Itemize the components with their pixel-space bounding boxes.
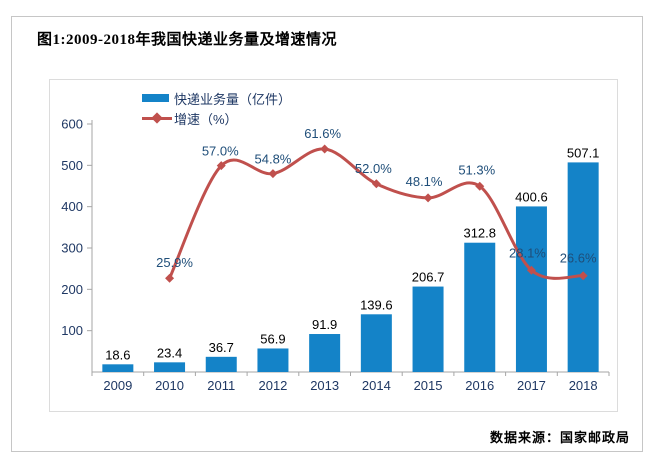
growth-value-label-2015: 48.1%	[406, 174, 443, 189]
growth-marker-2014	[371, 179, 381, 189]
bar-2014	[360, 314, 392, 372]
growth-value-label-2010: 25.9%	[156, 255, 193, 270]
growth-marker-2017	[526, 265, 536, 275]
y-tick-label: 600	[61, 117, 83, 132]
chart-panel: 图1:2009-2018年我国快递业务量及增速情况 100 200 300 400 50…	[11, 16, 643, 452]
growth-value-label-2012: 54.8%	[255, 152, 292, 167]
growth-marker-2018	[578, 271, 588, 281]
chart-legend: 快递业务量（亿件） 增速（%）	[142, 90, 292, 127]
growth-value-label-2014: 52.0%	[355, 161, 392, 176]
bar-value-label-2014: 139.6	[360, 297, 393, 312]
bar-value-label-2010: 23.4	[157, 345, 182, 360]
growth-marker-2010	[165, 273, 175, 283]
y-tick-label: 200	[61, 282, 83, 297]
growth-marker-2011	[216, 161, 226, 171]
diamond-marker-icon	[151, 112, 163, 124]
x-tick-label-2009: 2009	[103, 378, 132, 393]
data-source-note: 数据来源：国家邮政局	[489, 430, 630, 445]
bar-2016	[464, 242, 496, 372]
x-tick-label-2017: 2017	[517, 378, 546, 393]
bar-2017	[515, 206, 547, 372]
growth-marker-2016	[475, 181, 485, 191]
bar-value-label-2012: 56.9	[260, 331, 285, 346]
bar-value-label-2009: 18.6	[105, 347, 130, 362]
y-tick-label: 300	[61, 241, 83, 256]
y-tick-label: 500	[61, 158, 83, 173]
legend-item-growth: 增速（%）	[142, 110, 291, 127]
bar-2010	[154, 362, 186, 372]
bar-2011	[205, 356, 237, 372]
legend-label-volume: 快递业务量（亿件）	[174, 91, 292, 107]
x-tick-label-2015: 2015	[414, 378, 443, 393]
growth-value-label-2016: 51.3%	[458, 162, 495, 177]
growth-value-label-2018: 26.6%	[560, 251, 597, 266]
bar-value-label-2011: 36.7	[209, 340, 234, 355]
x-tick-label-2016: 2016	[465, 378, 494, 393]
bar-2009	[102, 364, 134, 372]
growth-value-label-2011: 57.0%	[202, 144, 239, 159]
bar-2015	[412, 286, 444, 372]
growth-marker-2012	[268, 169, 278, 179]
bar-series-swatch-icon	[142, 94, 169, 102]
bar-2012	[257, 348, 289, 372]
x-tick-label-2010: 2010	[155, 378, 184, 393]
x-tick-label-2018: 2018	[569, 378, 598, 393]
y-tick-label: 100	[61, 323, 83, 338]
growth-value-label-2017: 28.1%	[509, 245, 546, 260]
y-tick-label: 400	[61, 199, 83, 214]
x-tick-label-2012: 2012	[258, 378, 287, 393]
growth-marker-2015	[423, 193, 433, 203]
legend-label-growth: 增速（%）	[174, 111, 238, 127]
chart-plot-area: 100 200 300 400 500 600 2009 2010 2011 2012 2013 20…	[49, 79, 618, 412]
growth-marker-2013	[320, 144, 330, 154]
legend-item-volume: 快递业务量（亿件）	[142, 90, 292, 107]
bar-2018	[567, 162, 599, 372]
growth-value-label-2013: 61.6%	[304, 126, 341, 141]
bar-value-label-2013: 91.9	[312, 317, 337, 332]
bar-2013	[309, 334, 341, 372]
line-series-swatch-icon	[142, 110, 172, 126]
bar-value-label-2017: 400.6	[515, 189, 548, 204]
bar-value-label-2015: 206.7	[412, 270, 445, 285]
figure-title: 图1:2009-2018年我国快递业务量及增速情况	[37, 32, 337, 48]
x-tick-label-2014: 2014	[362, 378, 391, 393]
x-tick-label-2011: 2011	[207, 378, 235, 393]
bar-value-label-2018: 507.1	[567, 145, 600, 160]
chart-canvas: 100 200 300 400 500 600 2009 2010 2011 2012 2013 20…	[61, 117, 610, 393]
bar-value-label-2016: 312.8	[463, 226, 496, 241]
x-tick-label-2013: 2013	[310, 378, 339, 393]
